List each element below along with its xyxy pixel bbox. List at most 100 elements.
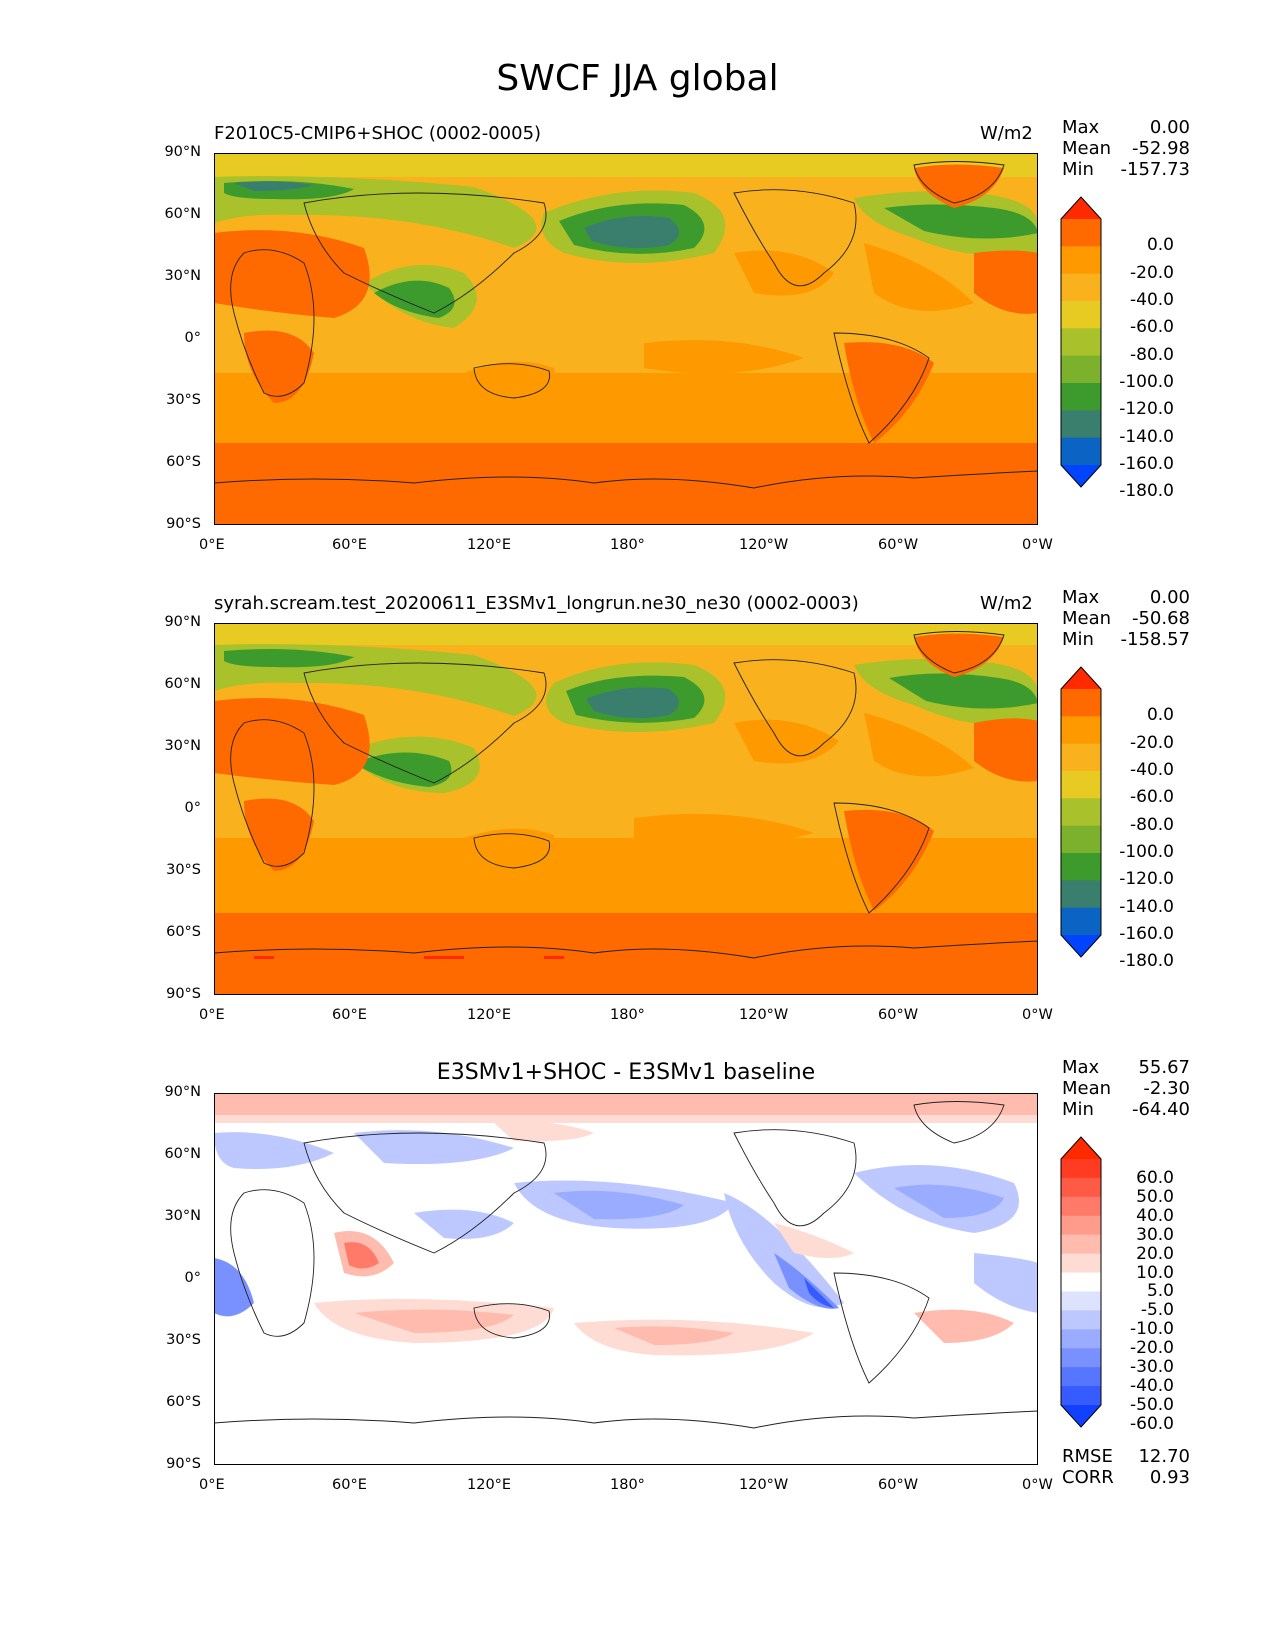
colorbar-segment: [1061, 1291, 1101, 1311]
x-tick: 60°E: [332, 537, 367, 553]
colorbar-segment: [1061, 1253, 1101, 1274]
colorbar-tick-label: 60.0: [1136, 1167, 1174, 1188]
colorbar-segment: [1061, 798, 1101, 827]
y-tick: 30°N: [164, 1208, 201, 1224]
colorbar-segment: [1061, 219, 1101, 247]
colorbar-outline: [1060, 666, 1102, 958]
y-tick: 0°: [184, 1270, 201, 1286]
colorbar-extend-top: [1061, 667, 1101, 689]
y-tick: 0°: [184, 800, 201, 816]
colorbar-tick-label: -100.0: [1119, 372, 1174, 392]
colorbar-tick-label: -20.0: [1130, 1338, 1174, 1359]
colorbar-segment: [1061, 1196, 1101, 1217]
x-tick: 180°: [610, 1007, 645, 1023]
colorbar-extend-top: [1061, 1137, 1101, 1159]
colorbar-tick-label: 50.0: [1136, 1186, 1174, 1207]
colorbar-segment: [1061, 1159, 1101, 1179]
colorbar-segment: [1061, 825, 1101, 854]
panel-3-stats: Max 55.67 Mean -2.30 Min -64.40: [1062, 1057, 1190, 1120]
colorbar-segment: [1061, 246, 1101, 275]
y-tick: 90°N: [164, 1084, 201, 1100]
corr-label: CORR: [1062, 1467, 1114, 1488]
colorbar-segment: [1061, 301, 1101, 329]
colorbar-tick-label: -120.0: [1119, 869, 1174, 890]
colorbar-segment: [1061, 273, 1101, 302]
colorbar-segment: [1061, 907, 1101, 936]
colorbar-segment: [1061, 771, 1101, 799]
corr-value: 0.93: [1149, 1467, 1190, 1488]
colorbar-extend-bottom: [1061, 465, 1101, 487]
x-tick: 120°E: [467, 537, 512, 553]
y-tick: 90°S: [166, 1456, 201, 1472]
colorbar-tick-label: 0.0: [1146, 705, 1174, 726]
y-tick: 30°S: [166, 392, 201, 408]
colorbar-svg: [1060, 196, 1102, 488]
colorbar-segment: [1061, 1386, 1101, 1406]
colorbar-tick-label: -80.0: [1130, 344, 1174, 365]
colorbar-segment: [1061, 1310, 1101, 1330]
panel-3-map: [214, 1093, 1038, 1465]
colorbar-segment: [1061, 689, 1101, 717]
panel-1-map: [214, 153, 1038, 525]
panel-2-map: [214, 623, 1038, 995]
colorbar-segment: [1061, 880, 1101, 909]
y-tick: 60°N: [164, 206, 201, 222]
colorbar-segment: [1061, 355, 1101, 384]
colorbar-tick-label: -50.0: [1130, 1395, 1174, 1415]
mean-label: Mean: [1062, 138, 1112, 159]
colorbar-svg: [1060, 1136, 1102, 1428]
mean-value: -52.98: [1131, 138, 1190, 159]
x-tick: 120°W: [739, 1007, 789, 1023]
y-tick: 90°N: [164, 614, 201, 630]
colorbar-tick-label: -80.0: [1130, 814, 1174, 835]
y-tick: 60°S: [166, 454, 201, 470]
colorbar-tick-label: -20.0: [1130, 262, 1174, 283]
y-tick: 30°S: [166, 862, 201, 878]
x-tick: 180°: [610, 1477, 645, 1493]
y-tick: 30°S: [166, 1332, 201, 1348]
x-tick: 0°E: [199, 537, 225, 553]
colorbar-tick-label: -180.0: [1119, 951, 1174, 972]
colorbar-tick-label: -10.0: [1130, 1319, 1174, 1340]
colorbar-tick-label: 10.0: [1136, 1262, 1174, 1283]
y-tick: 60°S: [166, 1394, 201, 1410]
x-tick: 120°W: [739, 537, 789, 553]
colorbar-tick-label: 40.0: [1136, 1205, 1174, 1226]
max-value: 55.67: [1138, 1057, 1190, 1078]
colorbar-segment: [1061, 410, 1101, 439]
max-label: Max: [1062, 117, 1100, 138]
colorbar-tick-label: -20.0: [1130, 732, 1174, 753]
y-tick: 60°N: [164, 1146, 201, 1162]
panel-3-frame: [214, 1093, 1038, 1465]
colorbar-segment: [1061, 1234, 1101, 1255]
panel-1-units: W/m2: [980, 123, 1033, 144]
x-tick: 0°W: [1022, 537, 1053, 553]
figure-title: SWCF JJA global: [496, 58, 779, 99]
colorbar-segment: [1061, 853, 1101, 881]
x-tick: 60°W: [878, 1007, 919, 1023]
x-tick: 0°W: [1022, 1477, 1053, 1493]
colorbar-segment: [1061, 1348, 1101, 1368]
max-value: 0.00: [1149, 117, 1190, 138]
y-tick: 30°N: [164, 738, 201, 754]
x-tick: 0°E: [199, 1007, 225, 1023]
max-value: 0.00: [1149, 587, 1190, 608]
x-tick: 120°E: [467, 1477, 512, 1493]
mean-label: Mean: [1062, 608, 1112, 629]
colorbar-outline: [1060, 1136, 1102, 1428]
colorbar-tick-label: -60.0: [1130, 787, 1174, 808]
panel-2-title: syrah.scream.test_20200611_E3SMv1_longru…: [214, 593, 859, 614]
panel-3-metrics: RMSE 12.70 CORR 0.93: [1062, 1446, 1190, 1488]
min-label: Min: [1062, 629, 1094, 650]
colorbar-tick-label: -30.0: [1130, 1357, 1174, 1378]
colorbar-segment: [1061, 1215, 1101, 1236]
panel-2-stats: Max 0.00 Mean -50.68 Min -158.57: [1062, 587, 1190, 650]
x-tick: 0°E: [199, 1477, 225, 1493]
colorbar-outline: [1060, 196, 1102, 488]
x-tick: 120°E: [467, 1007, 512, 1023]
mean-label: Mean: [1062, 1078, 1112, 1099]
colorbar-tick-label: 20.0: [1136, 1243, 1174, 1264]
y-tick: 90°S: [166, 986, 201, 1002]
x-tick: 180°: [610, 537, 645, 553]
colorbar-tick-label: -40.0: [1130, 290, 1174, 310]
